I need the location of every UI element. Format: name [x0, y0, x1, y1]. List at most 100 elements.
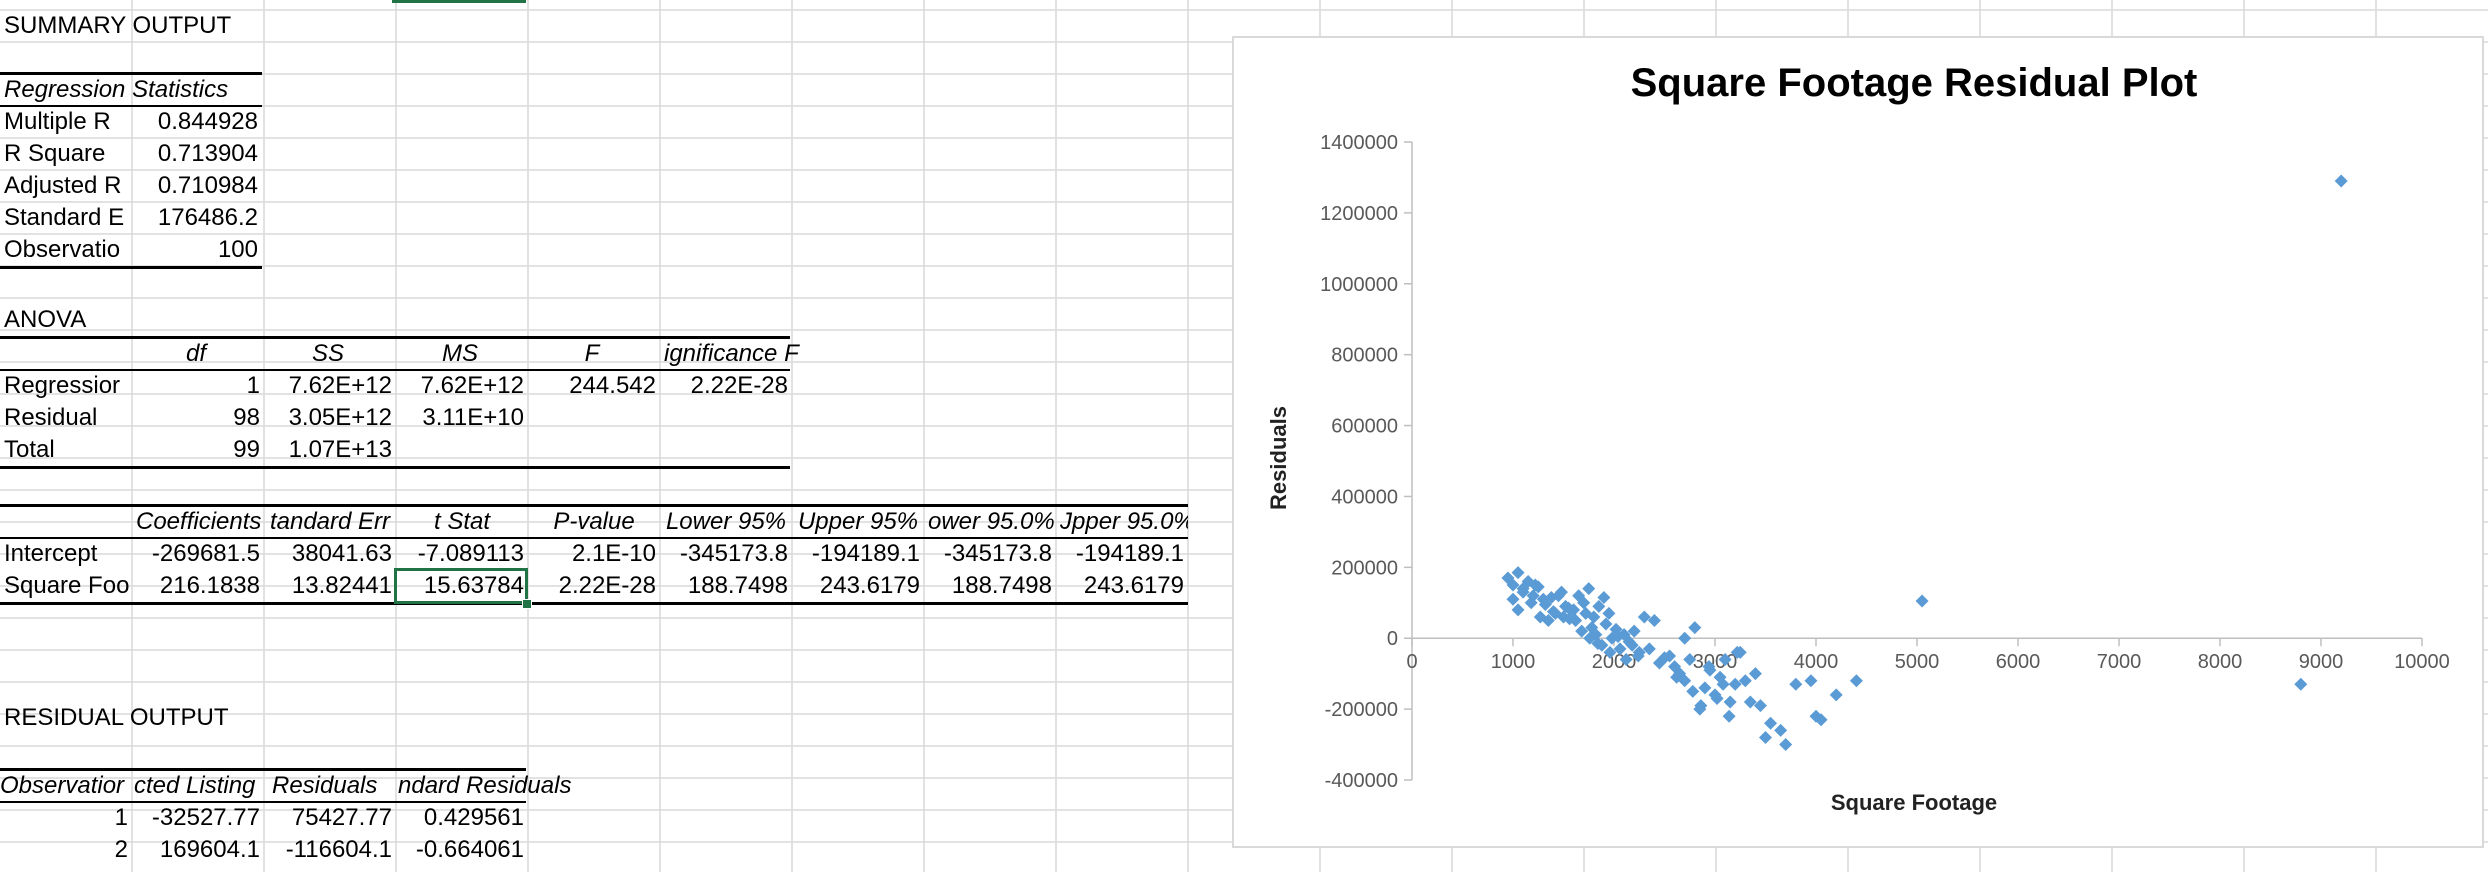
data-point: [1764, 716, 1778, 730]
data-point: [1622, 635, 1636, 649]
selected-cell[interactable]: 15.63784: [423, 572, 524, 599]
y-tick-label: 1200000: [1320, 203, 1398, 225]
anova-cell: 1.07E+13: [288, 436, 392, 463]
data-point: [1602, 606, 1616, 620]
data-point: [1753, 699, 1767, 713]
data-point: [1698, 681, 1712, 695]
data-point: [1789, 677, 1803, 691]
data-point: [1829, 688, 1843, 702]
header-underline: [0, 801, 526, 803]
data-point: [1683, 652, 1697, 666]
header-underline: [0, 105, 262, 107]
table-top-border: [0, 504, 1188, 507]
anova-title: ANOVA: [4, 306, 87, 333]
residual-header: Observatior: [0, 772, 125, 799]
coef-cell: 243.6179: [819, 572, 920, 599]
x-tick-label: 6000: [1996, 651, 2041, 673]
data-point: [1613, 642, 1627, 656]
chart-title: Square Footage Residual Plot: [1631, 61, 2198, 105]
data-point: [1591, 637, 1605, 651]
coef-cell: 216.1838: [159, 572, 260, 599]
fill-handle[interactable]: [522, 599, 532, 609]
data-point: [1743, 695, 1757, 709]
data-point: [1678, 674, 1692, 688]
anova-row-label: Total: [4, 436, 55, 463]
y-tick-label: 800000: [1331, 345, 1398, 367]
y-tick-label: -200000: [1325, 699, 1398, 721]
table-top-border: [0, 768, 526, 771]
data-point: [1583, 631, 1597, 645]
data-point: [1779, 738, 1793, 752]
x-axis-label: Square Footage: [1831, 790, 1997, 815]
data-point: [1592, 599, 1606, 613]
data-point: [1678, 631, 1692, 645]
coef-cell: -345173.8: [679, 540, 788, 567]
data-point: [1804, 674, 1818, 688]
y-tick-label: 1000000: [1320, 274, 1398, 296]
data-point: [1572, 589, 1586, 603]
stat-value: 176486.2: [157, 204, 258, 231]
column-selection-indicator: [392, 0, 526, 3]
coef-cell: -194189.1: [1075, 540, 1184, 567]
data-point: [1915, 594, 1929, 608]
residual-cell: 0.429561: [423, 804, 524, 831]
data-point: [1619, 652, 1633, 666]
residual-header: ndard Residuals: [398, 772, 572, 799]
data-point: [1597, 590, 1611, 604]
y-tick-label: 1400000: [1320, 132, 1398, 154]
anova-cell: 7.62E+12: [420, 372, 524, 399]
residual-header: Residuals: [272, 772, 378, 799]
active-cell-selection[interactable]: [394, 568, 528, 604]
stat-value: 0.844928: [157, 108, 258, 135]
data-point: [1730, 645, 1744, 659]
stat-value: 0.713904: [157, 140, 258, 167]
x-tick-label: 1000: [1491, 651, 1536, 673]
y-axis-label: Residuals: [1266, 406, 1291, 510]
data-point: [1585, 621, 1599, 635]
residual-cell: -0.664061: [415, 836, 524, 863]
residual-cell: 75427.77: [291, 804, 392, 831]
data-point: [1511, 603, 1525, 617]
data-point: [1609, 622, 1623, 636]
data-point: [1526, 589, 1540, 603]
coef-cell: 2.1E-10: [571, 540, 656, 567]
data-point: [1774, 723, 1788, 737]
stat-label: Standard E: [4, 204, 125, 231]
anova-cell: 244.542: [569, 372, 656, 399]
data-point: [1688, 621, 1702, 635]
stat-value: 0.710984: [157, 172, 258, 199]
coef-header: Jpper 95.0%: [1060, 508, 1188, 535]
x-tick-label: 0: [1406, 651, 1417, 673]
data-point: [1686, 684, 1700, 698]
data-point: [1533, 610, 1547, 624]
summary-output-title: SUMMARY OUTPUT: [4, 12, 232, 39]
data-point: [1506, 592, 1520, 606]
data-point: [2294, 677, 2308, 691]
anova-cell: 2.22E-28: [690, 372, 788, 399]
coef-cell: 2.22E-28: [558, 572, 656, 599]
residual-output-title: RESIDUAL OUTPUT: [4, 704, 229, 731]
stat-label: Adjusted R: [4, 172, 122, 199]
anova-header-ss: SS: [311, 340, 344, 367]
coef-header: ower 95.0%: [928, 508, 1055, 535]
data-point: [1670, 670, 1684, 684]
residual-plot-chart[interactable]: Square Footage Residual Plot Residuals S…: [1232, 36, 2484, 848]
data-point: [1637, 610, 1651, 624]
data-point: [1694, 699, 1708, 713]
anova-header-ms: MS: [442, 340, 478, 367]
y-tick-label: 0: [1387, 628, 1398, 650]
coef-cell: -194189.1: [811, 540, 920, 567]
x-tick-label: 9000: [2299, 651, 2344, 673]
data-point: [1625, 638, 1639, 652]
coef-cell: 38041.63: [291, 540, 392, 567]
coef-header: Lower 95%: [665, 508, 787, 535]
data-point: [1511, 566, 1525, 580]
data-point: [1647, 614, 1661, 627]
residual-cell: 169604.1: [159, 836, 260, 863]
data-point: [1759, 730, 1772, 744]
data-point: [1748, 667, 1762, 681]
anova-row-label: Residual: [4, 404, 98, 431]
anova-row-label: Regressior: [4, 372, 121, 399]
data-point: [1738, 674, 1752, 688]
stat-label: Multiple R: [4, 108, 111, 135]
